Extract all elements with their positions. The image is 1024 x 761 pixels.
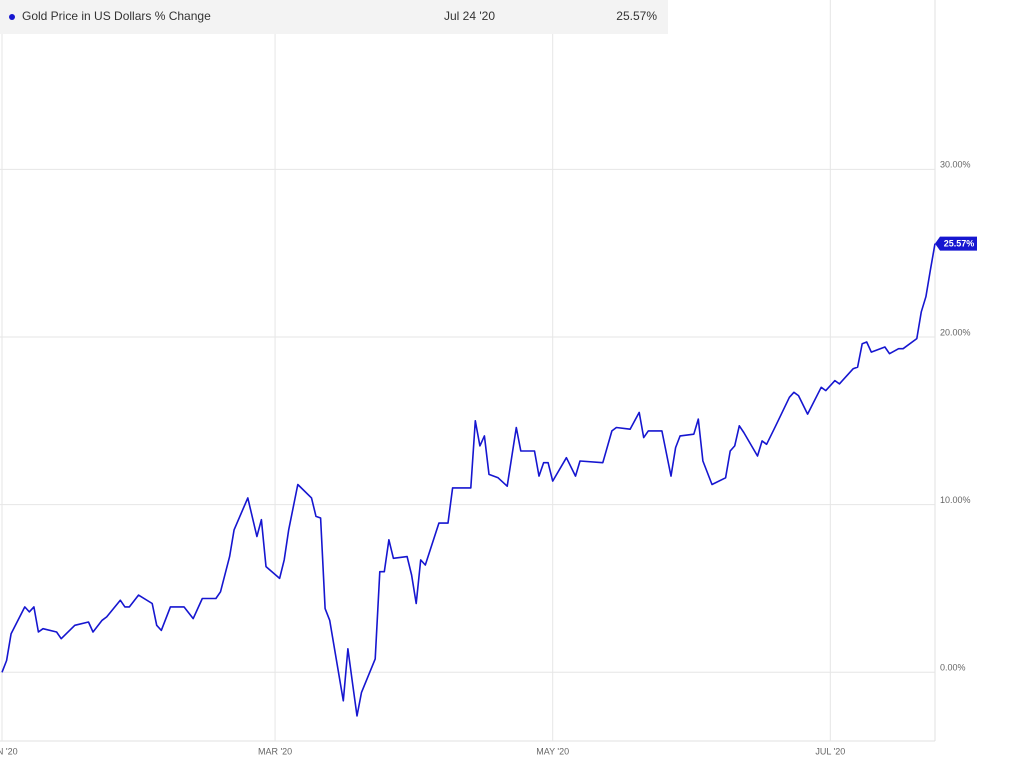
legend-label: Gold Price in US Dollars % Change — [22, 9, 211, 23]
series-line — [1, 243, 936, 717]
last-value-flag — [935, 236, 977, 251]
y-tick-label: 20.00% — [940, 327, 971, 337]
x-tick-label: MAY '20 — [536, 746, 569, 756]
header-box — [0, 0, 668, 34]
last-value-label: 25.57% — [944, 238, 975, 248]
legend-dot — [9, 14, 15, 20]
x-tick-label: MAR '20 — [258, 746, 292, 756]
header-value: 25.57% — [616, 9, 657, 23]
y-tick-label: 30.00% — [940, 160, 971, 170]
header-date: Jul 24 '20 — [444, 9, 495, 23]
y-tick-label: 10.00% — [940, 495, 971, 505]
y-tick-label: 0.00% — [940, 663, 966, 673]
plot-layer: 0.00% 10.00% 20.00% 30.00% JAN '20 MAR '20 MAY… — [0, 0, 977, 756]
x-tick-label: JUL '20 — [815, 746, 845, 756]
x-tick-label: JAN '20 — [0, 746, 18, 756]
